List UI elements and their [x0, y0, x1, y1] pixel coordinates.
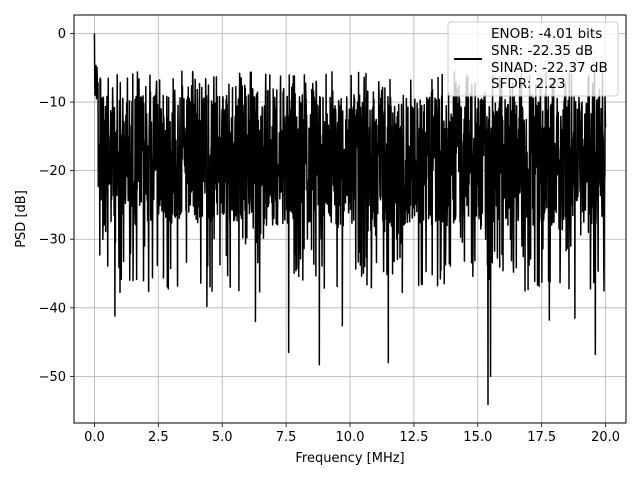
y-tick-label: −50: [39, 370, 66, 385]
y-tick-label: −40: [39, 301, 66, 316]
x-tick-label: 5.0: [212, 430, 233, 445]
legend-entry: SINAD: -22.37 dB: [491, 60, 608, 76]
legend-entry: SNR: -22.35 dB: [491, 43, 593, 59]
y-tick-label: −10: [39, 96, 66, 111]
y-axis-ticks: 0 −10 −20 −30 −40 −50: [39, 27, 74, 385]
x-tick-label: 2.5: [148, 430, 169, 445]
x-axis-label: Frequency [MHz]: [295, 451, 404, 466]
legend-box: [447, 21, 619, 97]
x-tick-label: 17.5: [527, 430, 556, 445]
x-tick-label: 7.5: [276, 430, 297, 445]
x-tick-label: 20.0: [591, 430, 620, 445]
x-tick-label: 12.5: [399, 430, 428, 445]
psd-line: [93, 33, 607, 406]
legend-entry: ENOB: -4.01 bits: [491, 26, 602, 42]
y-tick-label: 0: [58, 27, 66, 42]
y-tick-label: −30: [39, 233, 66, 248]
x-axis-ticks: 0.0 2.5 5.0 7.5 10.0 12.5 15.0 17.5 20.0: [84, 423, 620, 445]
legend: ENOB: -4.01 bits SNR: -22.35 dB SINAD: -…: [447, 21, 619, 97]
x-tick-label: 0.0: [84, 430, 105, 445]
x-tick-label: 15.0: [463, 430, 492, 445]
psd-series: [93, 33, 607, 406]
y-tick-label: −20: [39, 164, 66, 179]
y-axis-label: PSD [dB]: [14, 190, 29, 248]
x-tick-label: 10.0: [336, 430, 365, 445]
legend-entry: SFDR: 2.23: [491, 76, 566, 92]
